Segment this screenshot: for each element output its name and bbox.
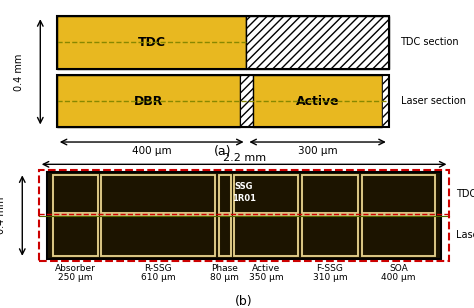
Text: 250 μm: 250 μm: [58, 273, 92, 282]
Bar: [302, 176, 358, 213]
Text: 300 μm: 300 μm: [298, 146, 337, 156]
Bar: [362, 215, 435, 256]
Text: Laser section: Laser section: [456, 230, 474, 240]
Text: (b): (b): [235, 295, 253, 308]
Bar: [219, 215, 231, 256]
Text: R-SSG: R-SSG: [145, 264, 172, 273]
Bar: [53, 215, 98, 256]
Bar: [53, 215, 98, 256]
Bar: [302, 176, 358, 213]
Bar: [219, 176, 231, 213]
Bar: [235, 176, 298, 213]
Bar: [39, 170, 449, 261]
Text: SSG
1R01: SSG 1R01: [232, 182, 256, 203]
Text: 400 μm: 400 μm: [381, 273, 416, 282]
Bar: [362, 176, 435, 213]
Text: DBR: DBR: [134, 95, 163, 108]
Bar: [246, 16, 389, 69]
Text: 400 μm: 400 μm: [132, 146, 172, 156]
Bar: [53, 176, 98, 213]
Text: TDC section: TDC section: [401, 38, 459, 47]
Bar: [219, 215, 231, 256]
Bar: [302, 215, 358, 256]
Bar: [101, 215, 215, 256]
Bar: [57, 16, 246, 69]
Text: 0.4 mm: 0.4 mm: [14, 53, 24, 91]
Bar: [253, 75, 382, 127]
Bar: [101, 215, 215, 256]
Bar: [57, 75, 389, 127]
Text: SOA: SOA: [389, 264, 408, 273]
Bar: [382, 75, 389, 127]
Text: TDC: TDC: [137, 36, 166, 49]
Bar: [240, 75, 253, 127]
Bar: [362, 215, 435, 256]
Text: 610 μm: 610 μm: [141, 273, 175, 282]
Text: 80 μm: 80 μm: [210, 273, 239, 282]
Bar: [101, 176, 215, 213]
Bar: [235, 215, 298, 256]
Text: TDC section: TDC section: [456, 189, 474, 199]
Bar: [219, 176, 231, 213]
Text: Active: Active: [252, 264, 281, 273]
Text: 350 μm: 350 μm: [249, 273, 283, 282]
Text: Active: Active: [295, 95, 339, 108]
Text: 2.2 mm: 2.2 mm: [223, 153, 265, 163]
Text: Absorber: Absorber: [55, 264, 96, 273]
Text: 0.4 mm: 0.4 mm: [0, 197, 6, 234]
Bar: [302, 215, 358, 256]
Bar: [53, 176, 98, 213]
Bar: [235, 215, 298, 256]
Bar: [47, 172, 441, 259]
Text: (a): (a): [214, 145, 231, 158]
Text: F-SSG: F-SSG: [317, 264, 343, 273]
Bar: [235, 176, 298, 213]
Text: Phase: Phase: [211, 264, 238, 273]
Bar: [57, 75, 240, 127]
Text: Laser section: Laser section: [401, 96, 465, 106]
Bar: [101, 176, 215, 213]
Bar: [57, 16, 389, 69]
Bar: [362, 176, 435, 213]
Text: 310 μm: 310 μm: [313, 273, 347, 282]
